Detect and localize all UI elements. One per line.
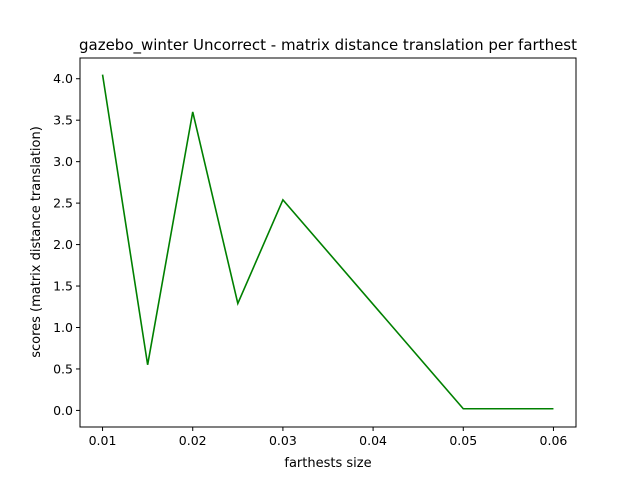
x-tick-label: 0.05 xyxy=(449,433,477,448)
chart-title: gazebo_winter Uncorrect - matrix distanc… xyxy=(79,36,577,55)
plot-frame xyxy=(79,57,577,428)
x-tick-label: 0.06 xyxy=(540,433,568,448)
x-tick-label: 0.02 xyxy=(179,433,207,448)
series-line xyxy=(101,74,554,410)
y-tick-label: 0.5 xyxy=(53,361,73,376)
y-axis: 0.0 0.5 1.0 1.5 2.0 2.5 3.0 3.5 4.0 xyxy=(53,71,80,418)
x-axis-label: farthests size xyxy=(284,456,371,471)
x-tick-label: 0.01 xyxy=(89,433,117,448)
plot-area xyxy=(101,74,554,410)
y-tick-label: 2.5 xyxy=(53,196,73,211)
y-tick-label: 0.0 xyxy=(53,403,73,418)
x-tick-label: 0.04 xyxy=(359,433,387,448)
y-tick-label: 3.5 xyxy=(53,113,73,128)
y-tick-label: 4.0 xyxy=(53,71,73,86)
y-tick-label: 2.0 xyxy=(53,237,73,252)
y-axis-label: scores (matrix distance translation) xyxy=(29,126,44,358)
x-axis: 0.01 0.02 0.03 0.04 0.05 0.06 xyxy=(89,427,568,448)
y-tick-label: 3.0 xyxy=(53,154,73,169)
y-tick-label: 1.5 xyxy=(53,279,73,294)
y-tick-label: 1.0 xyxy=(53,320,73,335)
x-tick-label: 0.03 xyxy=(269,433,297,448)
